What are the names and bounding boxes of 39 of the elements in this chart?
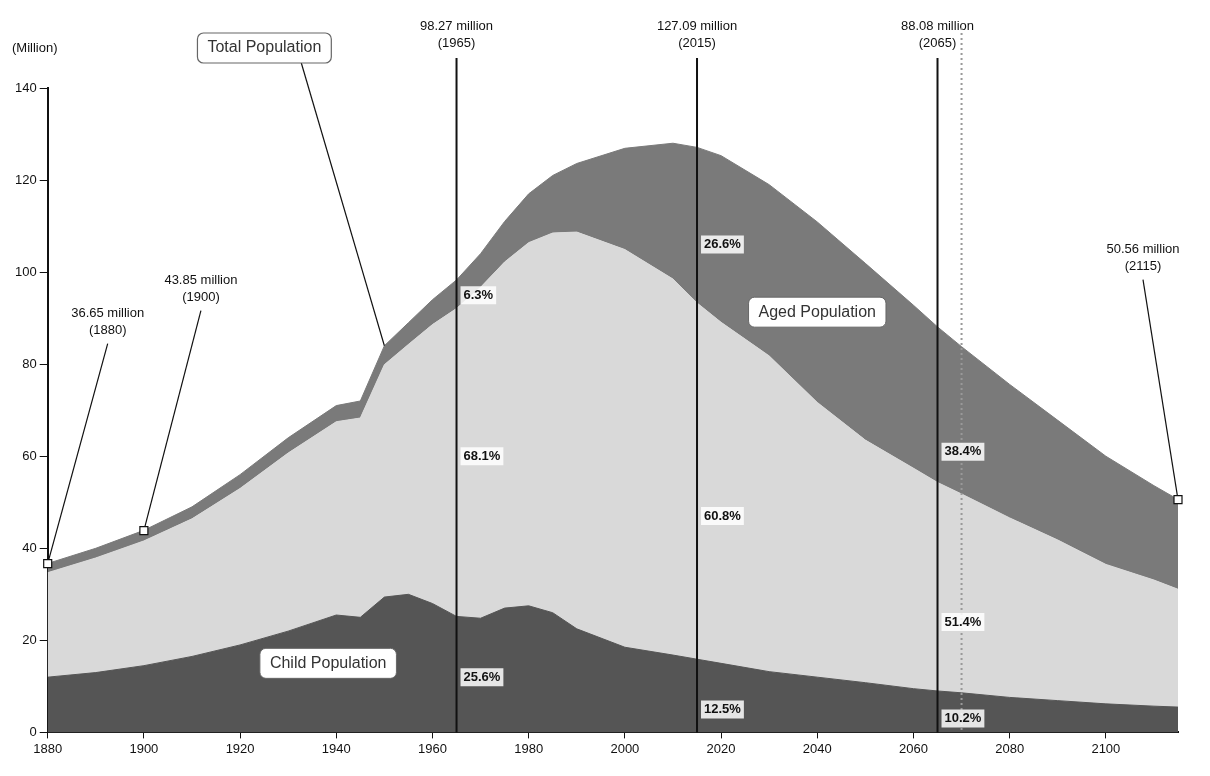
annotation: 60.8% — [704, 507, 742, 523]
annotation: 25.6% — [463, 668, 501, 684]
y-tick-label: 120 — [14, 171, 37, 187]
annotation: 12.5% — [704, 700, 742, 716]
x-tick-label: 1980 — [514, 740, 544, 756]
x-tick-label: 2080 — [995, 740, 1025, 756]
series-label: Aged Population — [758, 302, 876, 320]
ref-line-label: 98.27 million (1965) — [420, 17, 494, 50]
x-tick-label: 2000 — [610, 740, 640, 756]
annotation: 68.1% — [463, 447, 501, 463]
annotation: 26.6% — [704, 236, 742, 252]
y-tick-label: 60 — [22, 447, 37, 463]
y-axis-title: (Million) — [12, 39, 58, 55]
ref-line-label: 127.09 million (2015) — [656, 17, 738, 50]
x-tick-label: 2020 — [706, 740, 736, 756]
annotation: 6.3% — [463, 286, 494, 302]
x-tick-label: 1920 — [225, 740, 255, 756]
ref-line-label: 88.08 million (2065) — [901, 17, 975, 50]
annotation: 43.85 million (1900) — [164, 272, 238, 305]
annotation: 51.4% — [944, 613, 982, 629]
annotation: Total Population — [207, 38, 322, 56]
annotation: 38.4% — [944, 443, 982, 459]
annotation: 50.56 million (2115) — [1106, 241, 1180, 274]
x-tick-label: 1940 — [321, 740, 351, 756]
annotation: 10.2% — [944, 710, 982, 726]
series-label: Child Population — [269, 653, 387, 671]
y-tick-label: 100 — [14, 263, 37, 279]
y-tick-label: 40 — [22, 539, 37, 555]
x-tick-label: 1960 — [418, 740, 447, 756]
x-tick-label: 1900 — [129, 740, 159, 756]
x-tick-label: 2100 — [1091, 740, 1121, 756]
x-tick-label: 2060 — [899, 740, 928, 756]
y-tick-label: 80 — [22, 355, 37, 371]
y-tick-label: 20 — [22, 631, 37, 647]
y-tick-label: 140 — [14, 79, 37, 95]
x-tick-label: 1880 — [33, 740, 63, 756]
annotation: 36.65 million (1880) — [71, 305, 145, 338]
x-tick-label: 2040 — [802, 740, 832, 756]
y-tick-label: 0 — [29, 723, 37, 739]
